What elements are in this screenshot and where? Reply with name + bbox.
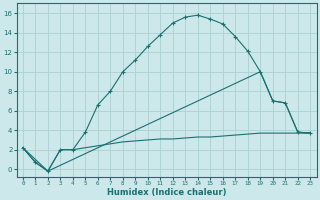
X-axis label: Humidex (Indice chaleur): Humidex (Indice chaleur) bbox=[107, 188, 226, 197]
